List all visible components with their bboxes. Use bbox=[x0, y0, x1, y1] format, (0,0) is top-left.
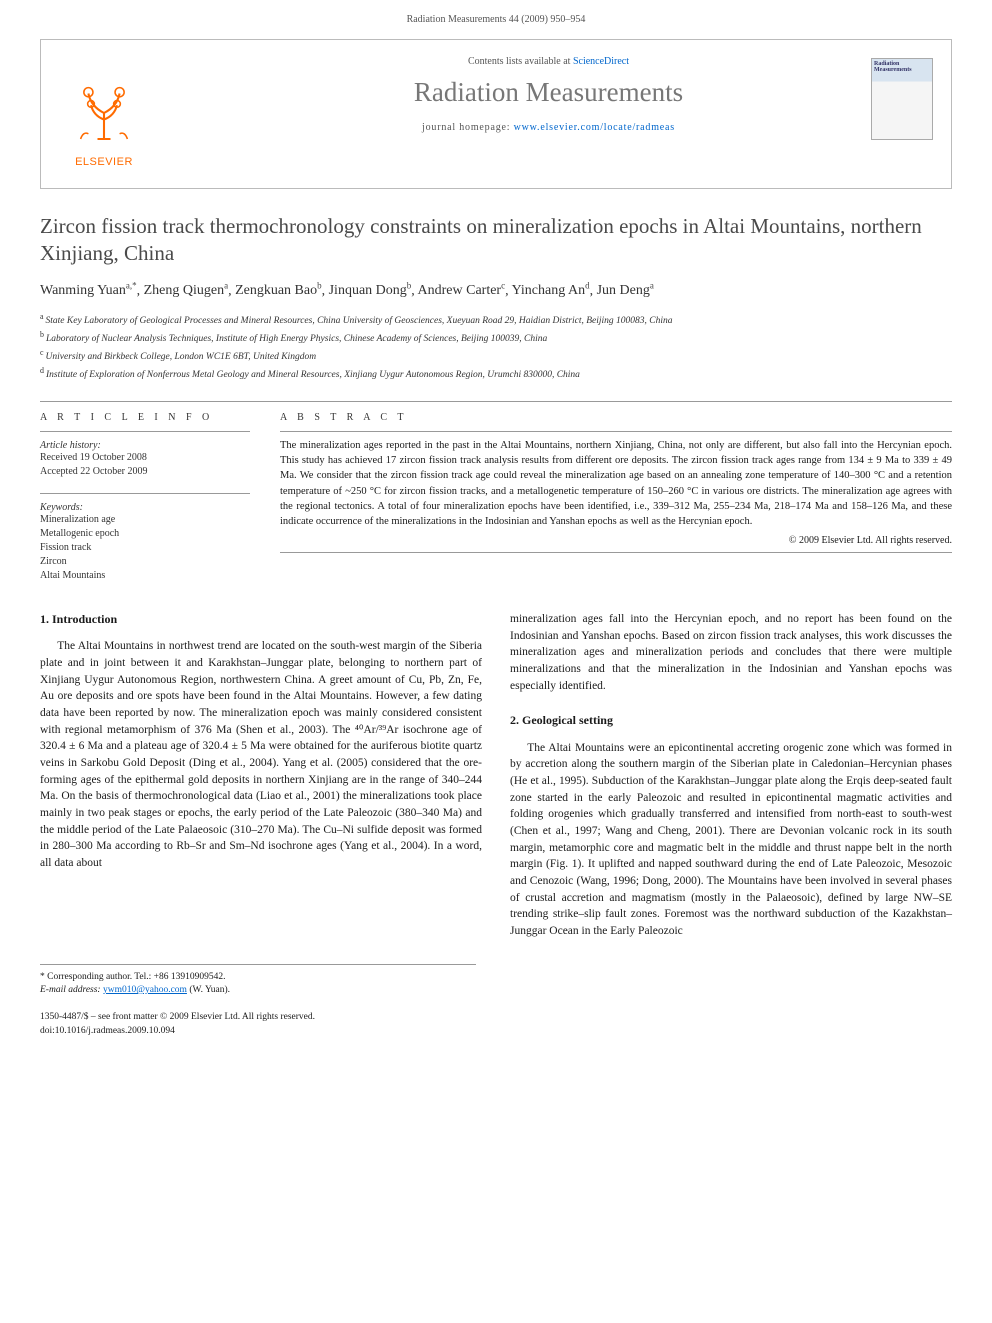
keyword: Fission track bbox=[40, 541, 250, 555]
affiliation: aState Key Laboratory of Geological Proc… bbox=[40, 311, 952, 329]
journal-title: Radiation Measurements bbox=[166, 77, 931, 108]
section-heading: 2. Geological setting bbox=[510, 712, 952, 729]
body-paragraph: The Altai Mountains were an epicontinent… bbox=[510, 740, 952, 940]
divider bbox=[280, 552, 952, 553]
article-title: Zircon fission track thermochronology co… bbox=[40, 213, 952, 268]
elsevier-tree-icon bbox=[65, 74, 143, 152]
publisher-logo: ELSEVIER bbox=[59, 58, 149, 168]
keyword: Metallogenic epoch bbox=[40, 527, 250, 541]
doi-line: doi:10.1016/j.radmeas.2009.10.094 bbox=[40, 1025, 952, 1038]
received-date: Received 19 October 2008 bbox=[40, 451, 250, 465]
author: Yinchang And bbox=[512, 283, 590, 298]
keywords-label: Keywords: bbox=[40, 502, 250, 513]
body-two-column: 1. Introduction The Altai Mountains in n… bbox=[40, 611, 952, 940]
author: Andrew Carterc bbox=[418, 283, 506, 298]
journal-cover-thumbnail: Radiation Measurements bbox=[871, 58, 933, 140]
contents-prefix: Contents lists available at bbox=[468, 56, 573, 67]
author: Jinquan Dongb bbox=[329, 283, 412, 298]
abstract-copyright: © 2009 Elsevier Ltd. All rights reserved… bbox=[280, 535, 952, 546]
accepted-date: Accepted 22 October 2009 bbox=[40, 465, 250, 479]
keyword: Altai Mountains bbox=[40, 569, 250, 583]
cover-thumb-title: Radiation Measurements bbox=[874, 61, 930, 73]
article-info-label: A R T I C L E I N F O bbox=[40, 412, 250, 423]
divider bbox=[280, 431, 952, 432]
divider bbox=[40, 431, 250, 432]
affiliation: cUniversity and Birkbeck College, London… bbox=[40, 347, 952, 365]
corresponding-line: * Corresponding author. Tel.: +86 139109… bbox=[40, 971, 476, 984]
author: Jun Denga bbox=[597, 283, 654, 298]
column-left: 1. Introduction The Altai Mountains in n… bbox=[40, 611, 482, 940]
author: Zengkuan Baob bbox=[235, 283, 322, 298]
affiliation: bLaboratory of Nuclear Analysis Techniqu… bbox=[40, 329, 952, 347]
keyword: Zircon bbox=[40, 555, 250, 569]
article-info-block: A R T I C L E I N F O Article history: R… bbox=[40, 412, 250, 583]
body-paragraph: mineralization ages fall into the Hercyn… bbox=[510, 611, 952, 694]
keyword: Mineralization age bbox=[40, 513, 250, 527]
homepage-prefix: journal homepage: bbox=[422, 122, 514, 133]
author: Zheng Qiugena bbox=[144, 283, 228, 298]
author-list: Wanming Yuana,*, Zheng Qiugena, Zengkuan… bbox=[40, 280, 952, 302]
publisher-logo-text: ELSEVIER bbox=[75, 156, 133, 168]
body-paragraph: The Altai Mountains in northwest trend a… bbox=[40, 638, 482, 871]
abstract-block: A B S T R A C T The mineralization ages … bbox=[280, 412, 952, 583]
affiliation: dInstitute of Exploration of Nonferrous … bbox=[40, 365, 952, 383]
page-footer: 1350-4487/$ – see front matter © 2009 El… bbox=[40, 1011, 952, 1038]
email-line: E-mail address: ywm010@yahoo.com (W. Yua… bbox=[40, 984, 476, 997]
running-head: Radiation Measurements 44 (2009) 950–954 bbox=[0, 0, 992, 31]
corresponding-email-link[interactable]: ywm010@yahoo.com bbox=[103, 985, 187, 995]
email-label: E-mail address: bbox=[40, 985, 103, 995]
corresponding-author-footnote: * Corresponding author. Tel.: +86 139109… bbox=[40, 964, 476, 998]
journal-homepage-link[interactable]: www.elsevier.com/locate/radmeas bbox=[514, 122, 675, 133]
abstract-text: The mineralization ages reported in the … bbox=[280, 438, 952, 529]
article-history-label: Article history: bbox=[40, 440, 250, 451]
column-right: mineralization ages fall into the Hercyn… bbox=[510, 611, 952, 940]
section-heading: 1. Introduction bbox=[40, 611, 482, 628]
journal-homepage-line: journal homepage: www.elsevier.com/locat… bbox=[166, 122, 931, 133]
contents-available-line: Contents lists available at ScienceDirec… bbox=[166, 56, 931, 67]
affiliations: aState Key Laboratory of Geological Proc… bbox=[40, 311, 952, 383]
divider bbox=[40, 401, 952, 402]
abstract-label: A B S T R A C T bbox=[280, 412, 952, 423]
issn-line: 1350-4487/$ – see front matter © 2009 El… bbox=[40, 1011, 952, 1024]
divider bbox=[40, 493, 250, 494]
email-suffix: (W. Yuan). bbox=[187, 985, 230, 995]
sciencedirect-link[interactable]: ScienceDirect bbox=[573, 56, 629, 67]
journal-masthead: ELSEVIER Contents lists available at Sci… bbox=[40, 39, 952, 189]
author: Wanming Yuana,* bbox=[40, 283, 137, 298]
